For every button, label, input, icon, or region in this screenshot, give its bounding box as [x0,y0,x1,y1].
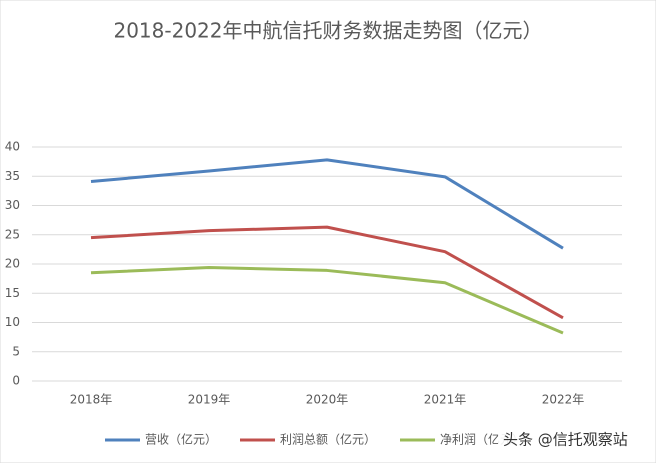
y-tick-label: 20 [5,257,20,271]
y-tick-label: 15 [5,286,20,300]
legend-label: 营收（亿元） [145,432,217,447]
y-tick-label: 5 [12,344,20,358]
x-tick-label: 2021年 [424,393,467,407]
y-tick-label: 40 [5,140,20,154]
y-tick-label: 30 [5,198,20,212]
y-tick-label: 0 [12,374,20,388]
x-tick-label: 2022年 [542,393,585,407]
watermark: 头条 @信托观察站 [503,431,628,449]
series-line [90,225,564,320]
legend-label: 利润总额（亿元） [280,432,376,447]
series-line [90,158,564,250]
y-tick-label: 10 [5,315,20,329]
x-tick-label: 2020年 [306,393,349,407]
x-tick-label: 2019年 [188,393,231,407]
series-line [90,266,564,335]
watermark-bg [498,428,650,452]
y-tick-label: 35 [5,169,20,183]
y-tick-label: 25 [5,227,20,241]
chart-title: 2018-2022年中航信托财务数据走势图（亿元） [113,19,542,43]
x-tick-label: 2018年 [70,393,113,407]
